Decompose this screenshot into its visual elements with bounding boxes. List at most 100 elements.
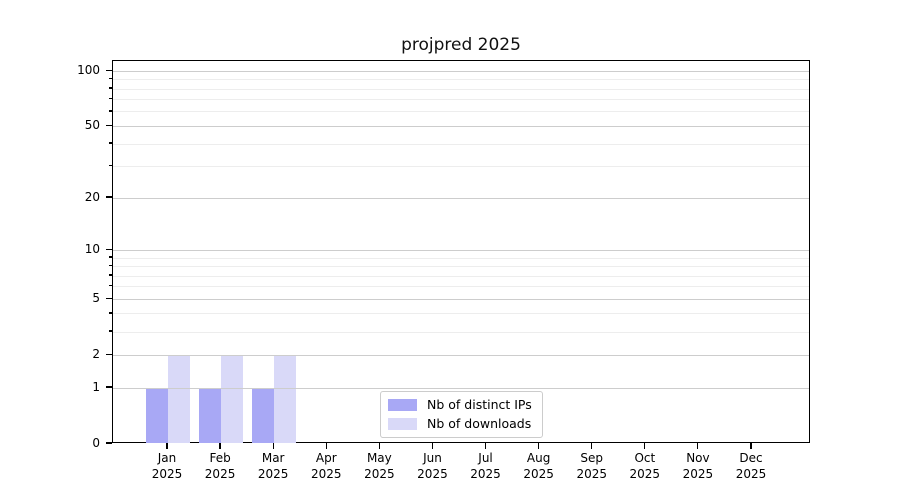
legend: Nb of distinct IPs Nb of downloads <box>380 391 543 438</box>
x-tick-mark <box>272 443 274 449</box>
x-tick-label-year: 2025 <box>364 467 395 481</box>
y-minor-tick-mark <box>108 110 112 112</box>
bar-nb-of-distinct-ips-jan <box>146 388 168 443</box>
x-tick-mark <box>325 443 327 449</box>
y-minor-tick-mark <box>108 312 112 314</box>
x-tick-label-month: Feb <box>209 451 231 465</box>
x-tick-label-month: Oct <box>634 451 656 465</box>
y-tick-label: 50 <box>84 118 100 133</box>
y-tick-mark <box>106 124 112 126</box>
x-tick-label-month: Jun <box>423 451 442 465</box>
x-tick-label: Nov 2025 <box>666 450 730 482</box>
gridline-minor <box>113 143 809 145</box>
y-minor-tick-mark <box>108 142 112 144</box>
gridline-major <box>113 249 809 251</box>
y-tick-label: 1 <box>92 380 100 394</box>
x-tick-label-month: May <box>366 451 392 465</box>
x-tick-label-month: Nov <box>686 451 710 465</box>
gridline-major <box>113 125 809 127</box>
x-tick-label-month: Jan <box>157 451 177 465</box>
chart-title: projpred 2025 <box>401 35 521 55</box>
gridline-minor <box>113 166 809 168</box>
legend-label-downloads: Nb of downloads <box>427 416 532 431</box>
x-tick-label-year: 2025 <box>257 467 289 481</box>
x-tick-mark <box>431 443 434 449</box>
y-minor-tick-mark <box>108 256 112 258</box>
x-tick-mark <box>219 443 221 449</box>
x-tick-mark <box>378 443 380 449</box>
x-tick-label: Apr 2025 <box>294 450 358 482</box>
y-tick-mark <box>106 353 112 355</box>
x-tick-label: Oct 2025 <box>613 450 677 482</box>
gridline-major <box>113 298 809 300</box>
gridline-minor <box>113 257 809 259</box>
gridline-minor <box>113 313 809 315</box>
x-tick-label: Aug 2025 <box>507 450 571 482</box>
y-tick-mark <box>106 248 112 250</box>
gridline-minor <box>113 99 809 101</box>
x-tick-mark <box>750 443 752 449</box>
gridline-minor <box>113 331 809 333</box>
x-tick-label-year: 2025 <box>735 467 767 481</box>
y-tick-mark <box>106 69 112 71</box>
bar-nb-of-distinct-ips-mar <box>252 388 275 443</box>
x-tick-label-month: Apr <box>315 451 337 465</box>
bar-nb-of-downloads-jan <box>168 355 190 443</box>
x-tick-label-year: 2025 <box>310 467 342 481</box>
x-tick-label-year: 2025 <box>470 467 501 481</box>
x-tick-label-year: 2025 <box>523 467 554 481</box>
gridline-major <box>113 387 809 389</box>
legend-swatch-distinct-ips-icon <box>388 399 417 411</box>
x-tick-mark <box>697 443 699 449</box>
bar-nb-of-downloads-feb <box>221 355 244 443</box>
y-tick-label: 10 <box>84 242 100 257</box>
x-tick-label: Feb 2025 <box>188 450 252 482</box>
x-tick-label-year: 2025 <box>417 467 448 481</box>
y-tick-label: 100 <box>77 63 100 78</box>
bar-nb-of-distinct-ips-feb <box>199 388 222 443</box>
y-minor-tick-mark <box>108 78 112 80</box>
y-tick-mark <box>106 196 112 198</box>
x-tick-label: Sep 2025 <box>560 450 624 482</box>
y-tick-mark <box>106 386 112 388</box>
legend-item-distinct-ips: Nb of distinct IPs <box>388 397 532 413</box>
legend-swatch-downloads-icon <box>388 418 417 430</box>
gridline-minor <box>113 275 809 277</box>
x-tick-label: Dec 2025 <box>719 450 783 482</box>
y-minor-tick-mark <box>108 87 112 89</box>
x-tick-label-month: Jul <box>478 451 493 465</box>
x-tick-label: Jan 2025 <box>135 450 199 482</box>
gridline-minor <box>113 266 809 267</box>
y-tick-label: 20 <box>84 190 100 205</box>
x-tick-label: Mar 2025 <box>241 450 305 482</box>
y-tick-mark <box>106 297 112 299</box>
legend-label-distinct-ips: Nb of distinct IPs <box>427 397 532 412</box>
y-minor-tick-mark <box>108 285 112 287</box>
y-tick-mark <box>106 442 112 444</box>
gridline-minor <box>113 111 809 113</box>
x-tick-label-month: Mar <box>261 451 285 465</box>
gridline-major <box>113 70 809 72</box>
y-minor-tick-mark <box>108 274 112 276</box>
y-tick-label: 5 <box>92 291 100 306</box>
x-tick-label: May 2025 <box>347 450 411 482</box>
x-tick-mark <box>591 443 593 449</box>
gridline-major <box>113 197 809 199</box>
x-tick-label: Jul 2025 <box>454 450 518 482</box>
y-minor-tick-mark <box>108 98 112 100</box>
x-tick-label-month: Aug <box>526 451 551 465</box>
plot-area: Nb of distinct IPs Nb of downloads <box>112 60 810 443</box>
x-tick-label-year: 2025 <box>576 467 607 481</box>
gridline-minor <box>113 286 809 288</box>
y-minor-tick-mark <box>108 165 112 167</box>
x-tick-mark <box>644 443 646 449</box>
x-tick-mark <box>484 443 487 449</box>
gridline-minor <box>113 79 809 81</box>
y-tick-label: 0 <box>92 436 100 450</box>
x-tick-label-year: 2025 <box>204 467 236 481</box>
y-minor-tick-mark <box>108 330 112 332</box>
x-tick-label: Jun 2025 <box>400 450 464 482</box>
x-tick-mark <box>166 443 168 449</box>
x-tick-label-month: Sep <box>580 451 604 465</box>
